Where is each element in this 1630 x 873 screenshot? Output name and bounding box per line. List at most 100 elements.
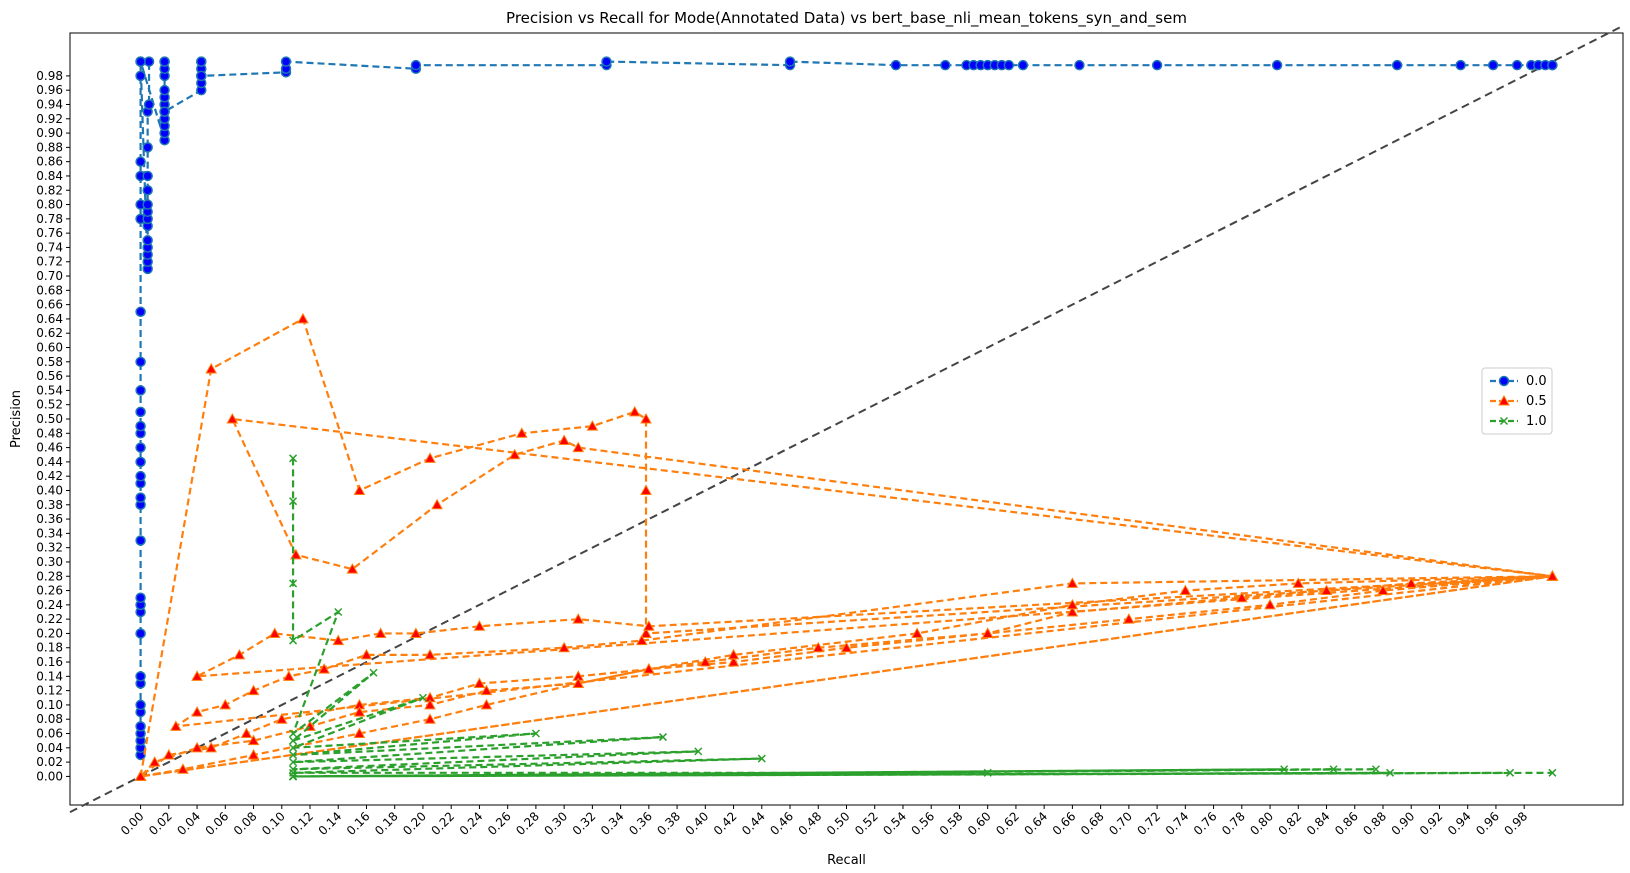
legend-label: 0.0 xyxy=(1526,374,1547,389)
data-point xyxy=(135,442,146,453)
data-point xyxy=(170,720,182,731)
y-tick-label: 0.60 xyxy=(36,341,63,355)
data-point xyxy=(334,607,343,617)
data-point xyxy=(911,627,923,638)
data-point xyxy=(1074,59,1085,71)
data-point xyxy=(1405,577,1418,588)
data-point xyxy=(1547,59,1558,71)
data-point xyxy=(473,677,486,688)
data-point xyxy=(289,729,298,738)
data-point xyxy=(1391,59,1403,71)
data-point xyxy=(1264,598,1276,610)
data-point xyxy=(297,312,309,324)
series-0-0 xyxy=(135,56,1558,761)
data-point xyxy=(135,70,146,82)
data-point xyxy=(1498,394,1510,406)
data-point xyxy=(135,492,146,503)
y-tick-label: 0.50 xyxy=(36,412,63,426)
y-tick-label: 0.28 xyxy=(36,569,63,583)
data-point xyxy=(148,756,161,767)
data-point xyxy=(346,563,359,574)
y-tick-label: 0.18 xyxy=(36,641,63,655)
data-point xyxy=(374,627,387,638)
data-point xyxy=(1487,59,1499,71)
data-point xyxy=(233,648,246,660)
y-tick-label: 0.76 xyxy=(36,226,63,240)
data-point xyxy=(142,170,153,182)
data-point xyxy=(635,634,648,646)
data-point xyxy=(480,684,493,696)
legend-entry: 1.0 xyxy=(1490,414,1547,429)
data-point xyxy=(1179,584,1192,596)
data-point xyxy=(162,748,175,760)
y-tick-label: 0.54 xyxy=(36,383,63,397)
series-0-5 xyxy=(134,312,1559,781)
data-point xyxy=(135,406,146,418)
data-point xyxy=(572,613,585,624)
y-tick-label: 0.84 xyxy=(36,169,63,183)
y-tick-label: 0.94 xyxy=(36,97,63,111)
data-point xyxy=(205,741,218,753)
data-point xyxy=(289,497,298,506)
data-point xyxy=(247,748,260,760)
data-point xyxy=(1151,59,1163,71)
data-point xyxy=(1371,765,1380,774)
data-point xyxy=(1386,768,1395,777)
diagonal-reference-line xyxy=(69,24,1624,814)
data-point xyxy=(143,99,155,110)
data-point xyxy=(196,56,207,67)
data-point xyxy=(142,185,153,196)
data-point xyxy=(134,770,147,781)
data-point xyxy=(572,441,585,453)
data-point xyxy=(1292,577,1305,588)
series-layer xyxy=(134,56,1559,781)
data-point xyxy=(1066,577,1079,588)
legend: 0.0 0.5 1.0 xyxy=(1481,367,1553,435)
data-point xyxy=(159,106,170,117)
data-point xyxy=(282,670,295,681)
data-point xyxy=(135,156,146,167)
y-tick-label: 0.86 xyxy=(36,155,63,169)
data-point xyxy=(1377,584,1389,596)
legend-label: 1.0 xyxy=(1526,414,1547,429)
y-tick-label: 0.02 xyxy=(36,755,63,769)
data-point xyxy=(418,693,427,702)
y-axis-title: Precision xyxy=(9,390,24,448)
legend-entry: 0.0 xyxy=(1490,374,1547,389)
data-point xyxy=(727,648,740,660)
data-point xyxy=(515,427,528,438)
y-tick-label: 0.62 xyxy=(36,326,63,340)
data-point xyxy=(135,628,146,639)
data-point xyxy=(640,627,652,638)
data-point xyxy=(135,56,146,67)
data-point xyxy=(1499,416,1509,426)
y-tick-label: 0.68 xyxy=(36,283,63,297)
data-point xyxy=(369,668,378,677)
data-point xyxy=(289,736,298,745)
data-point xyxy=(757,754,766,763)
y-tick-label: 0.32 xyxy=(36,541,63,555)
data-point xyxy=(940,59,951,71)
data-point xyxy=(410,59,422,71)
y-tick-label: 0.98 xyxy=(36,69,63,83)
data-point xyxy=(290,548,302,560)
y-tick-label: 0.64 xyxy=(36,312,63,326)
data-point xyxy=(360,648,373,660)
data-point xyxy=(289,768,298,777)
data-point xyxy=(289,579,298,588)
data-point xyxy=(431,498,443,510)
data-point xyxy=(289,765,298,774)
data-point xyxy=(840,641,853,653)
data-point xyxy=(890,59,902,71)
y-tick-label: 0.70 xyxy=(36,269,63,283)
data-point xyxy=(424,452,436,463)
y-tick-label: 0.72 xyxy=(36,255,63,269)
data-point xyxy=(1017,59,1029,71)
data-point xyxy=(135,671,146,682)
data-point xyxy=(640,484,652,495)
data-point xyxy=(280,56,292,67)
data-point xyxy=(628,405,641,417)
data-point xyxy=(812,641,825,653)
